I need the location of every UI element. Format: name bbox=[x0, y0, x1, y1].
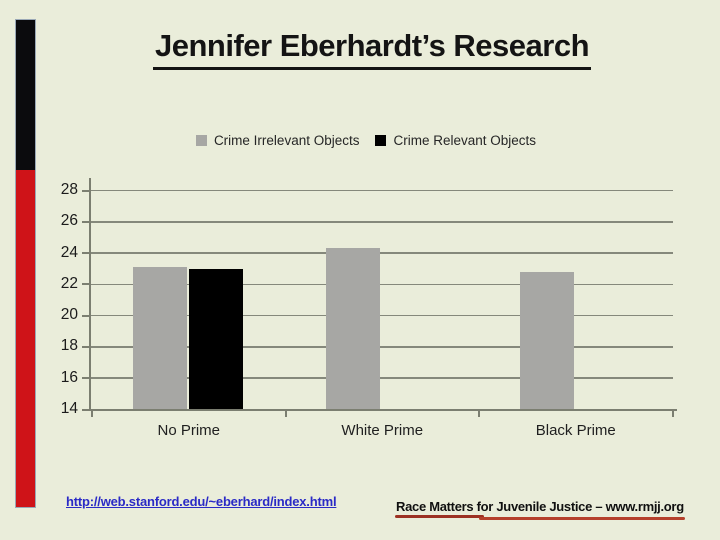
gridline-22 bbox=[89, 283, 673, 286]
category-label-black-prime: Black Prime bbox=[535, 421, 616, 439]
legend-swatch-black-icon bbox=[375, 134, 387, 146]
legend-label-crime-irrelevant: Crime Irrelevant Objects bbox=[213, 132, 360, 148]
bar-crime-irrelevant-objects bbox=[132, 267, 187, 410]
y-axis-label: 28 bbox=[60, 181, 78, 198]
x-axis-tick bbox=[284, 409, 287, 417]
y-axis-label: 16 bbox=[60, 368, 78, 386]
accent-red-segment bbox=[16, 170, 35, 507]
credit-underline-stroke-right bbox=[479, 517, 685, 520]
y-axis-label: 22 bbox=[60, 274, 78, 292]
stanford-url-link[interactable]: http://web.stanford.edu/~eberhard/index.… bbox=[66, 494, 337, 509]
y-axis-tick bbox=[82, 252, 89, 255]
gridline-16 bbox=[89, 377, 673, 379]
bar-crime-irrelevant-objects bbox=[326, 248, 381, 410]
x-axis-tick bbox=[91, 409, 93, 417]
y-axis-label: 18 bbox=[60, 337, 78, 355]
y-axis-tick bbox=[82, 283, 89, 286]
page-title: Jennifer Eberhardt’s Research bbox=[152, 27, 592, 71]
x-axis-line bbox=[89, 408, 677, 411]
accent-black-segment bbox=[16, 20, 35, 170]
chart-legend: Crime Irrelevant Objects Crime Relevant … bbox=[12, 130, 720, 150]
legend-item-crime-relevant: Crime Relevant Objects bbox=[375, 133, 536, 148]
gridline-20 bbox=[89, 314, 673, 317]
y-axis-tick bbox=[82, 189, 89, 192]
y-axis-label: 20 bbox=[60, 306, 78, 324]
gridline-24 bbox=[89, 252, 673, 254]
y-axis-tick bbox=[82, 220, 89, 223]
legend-label-crime-relevant: Crime Relevant Objects bbox=[393, 132, 537, 148]
title-wrap: Jennifer Eberhardt’s Research bbox=[24, 27, 720, 71]
y-axis-line bbox=[89, 178, 91, 411]
credit-underline-stroke-left bbox=[395, 514, 484, 518]
y-axis-label: 26 bbox=[60, 212, 78, 230]
y-axis-tick bbox=[82, 345, 89, 348]
legend-item-crime-irrelevant: Crime Irrelevant Objects bbox=[195, 132, 360, 148]
bar-crime-irrelevant-objects bbox=[519, 271, 574, 410]
y-axis-tick bbox=[82, 377, 89, 380]
legend-swatch-gray-icon bbox=[195, 134, 207, 146]
x-axis-tick bbox=[671, 409, 674, 417]
x-axis-tick bbox=[478, 409, 480, 417]
bar-crime-relevant-objects bbox=[188, 268, 243, 410]
y-axis-label: 24 bbox=[60, 243, 78, 261]
rmjj-credit-text: Race Matters for Juvenile Justice – www.… bbox=[396, 499, 684, 514]
gridline-28 bbox=[89, 189, 673, 192]
category-label-no-prime: No Prime bbox=[157, 421, 220, 439]
category-label-white-prime: White Prime bbox=[341, 421, 424, 439]
gridline-18 bbox=[89, 346, 673, 348]
left-accent-bar bbox=[15, 19, 36, 508]
y-axis-tick bbox=[82, 314, 89, 317]
y-axis-label: 14 bbox=[60, 400, 78, 417]
y-axis-tick bbox=[82, 408, 89, 411]
gridline-26 bbox=[89, 221, 673, 223]
